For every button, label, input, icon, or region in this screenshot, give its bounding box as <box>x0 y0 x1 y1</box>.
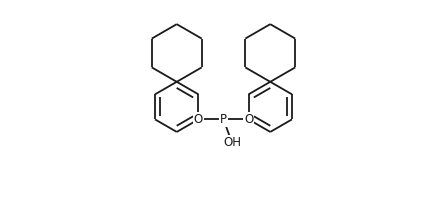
Text: OH: OH <box>223 136 241 149</box>
Text: O: O <box>194 113 203 126</box>
Text: P: P <box>220 113 227 126</box>
Text: O: O <box>244 113 253 126</box>
